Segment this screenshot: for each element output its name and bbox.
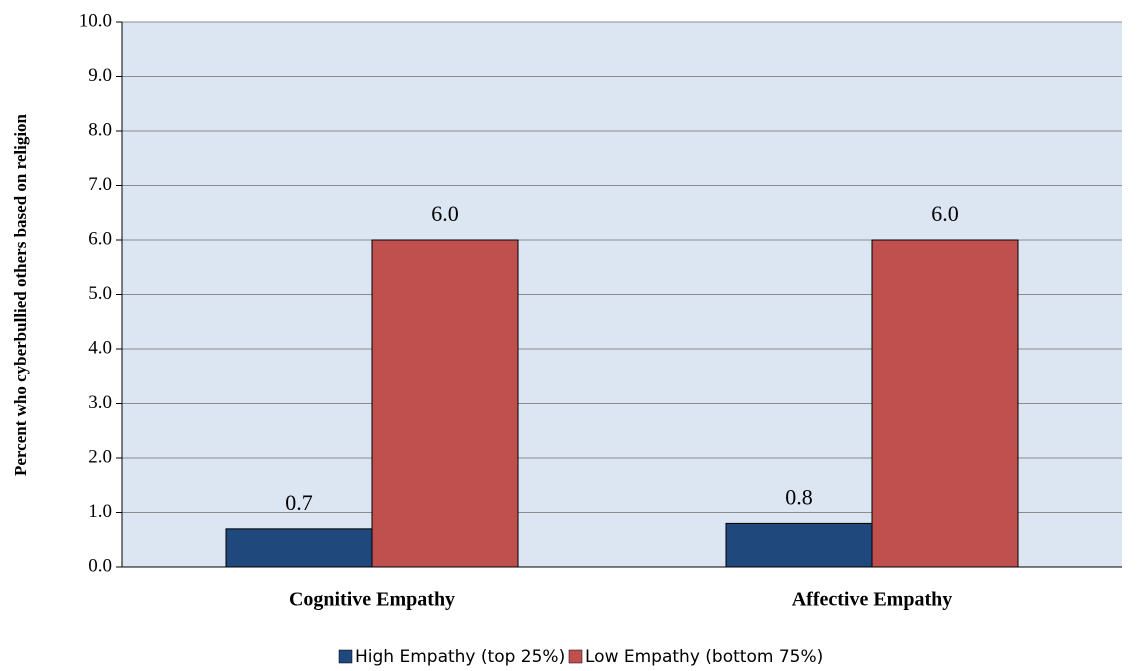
bar: [871, 239, 1019, 568]
y-tick-label: 2.0: [88, 446, 112, 467]
y-tick-label: 10.0: [79, 10, 112, 31]
x-tick-label: Cognitive Empathy: [289, 589, 455, 611]
bar: [371, 239, 519, 568]
y-tick-label: 6.0: [88, 228, 112, 249]
y-tick-label: 0.0: [88, 555, 112, 576]
legend-label: Low Empathy (bottom 75%): [585, 647, 823, 667]
y-axis-label: Percent who cyberbullied others based on…: [11, 113, 30, 476]
legend-label: High Empathy (top 25%): [355, 647, 565, 667]
legend-swatch: [568, 649, 583, 664]
y-tick-label: 7.0: [88, 174, 112, 195]
y-tick-label: 5.0: [88, 283, 112, 304]
y-tick-label: 3.0: [88, 392, 112, 413]
value-label: 0.8: [785, 484, 813, 509]
value-label: 0.7: [285, 490, 313, 515]
legend-swatch: [338, 649, 353, 664]
y-tick-label: 9.0: [88, 65, 112, 86]
bar: [225, 528, 373, 568]
y-tick-label: 4.0: [88, 337, 112, 358]
y-tick-label: 8.0: [88, 119, 112, 140]
value-label: 6.0: [431, 201, 459, 226]
y-tick-label: 1.0: [88, 501, 112, 522]
bar: [725, 522, 873, 568]
x-tick-label: Affective Empathy: [792, 589, 953, 611]
value-label: 6.0: [931, 201, 959, 226]
